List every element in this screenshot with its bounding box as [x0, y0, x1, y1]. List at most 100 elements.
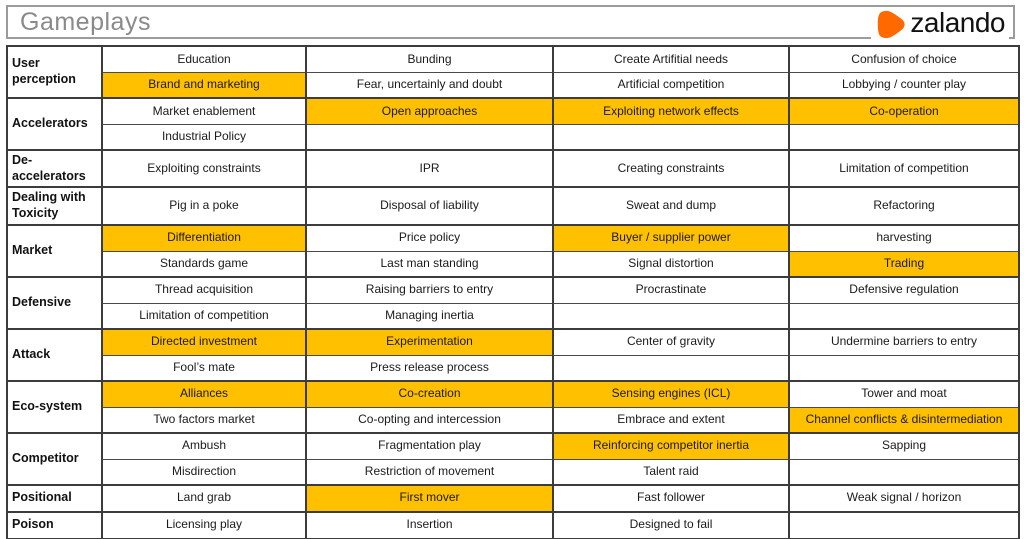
gameplay-cell: Misdirection — [101, 458, 305, 484]
gameplay-cell: Tower and moat — [788, 381, 1018, 407]
gameplay-cell: Standards game — [101, 250, 305, 276]
gameplay-cell: Designed to fail — [552, 512, 788, 538]
category-group: Poison Licensing play Insertion Designed to… — [8, 510, 1018, 538]
gameplay-cell: Press release process — [305, 354, 552, 380]
gameplay-cell — [788, 512, 1018, 538]
gameplay-cell: Thread acquisition — [101, 277, 305, 303]
zalando-play-icon — [878, 10, 905, 38]
gameplay-cell: Undermine barriers to entry — [788, 329, 1018, 355]
category-label: Eco-system — [12, 398, 83, 413]
gameplay-cell: Co-creation — [305, 381, 552, 407]
gameplay-cell: Differentiation — [101, 225, 305, 251]
gameplay-cell: Creating constraints — [552, 151, 788, 187]
gameplay-cell: Last man standing — [305, 250, 552, 276]
category-group: Positional Land grab First mover Fast follo… — [8, 483, 1018, 511]
category-group: Competitor Ambush Fragmentation play Reinfo… — [8, 431, 1018, 484]
gameplay-cell: IPR — [305, 151, 552, 187]
category-label: Defensive — [12, 294, 72, 309]
gameplay-cell: Two factors market — [101, 406, 305, 432]
gameplay-cell: Experimentation — [305, 329, 552, 355]
gameplay-cell — [788, 302, 1018, 328]
category-group: Accelerators Market enablement Open approa… — [8, 97, 1018, 149]
gameplay-cell: Defensive regulation — [788, 277, 1018, 303]
gameplay-cell: Fast follower — [552, 485, 788, 511]
gameplay-cell: Lobbying / counter play — [788, 72, 1018, 97]
category-group: Attack Directed investment Experimentation… — [8, 327, 1018, 380]
gameplay-cell: Artificial competition — [552, 72, 788, 97]
gameplay-cell — [552, 354, 788, 380]
gameplay-cell: Managing inertia — [305, 302, 552, 328]
gameplay-cell: Fear, uncertainly and doubt — [305, 72, 552, 97]
gameplay-cell: Sweat and dump — [552, 188, 788, 224]
gameplay-cell: Raising barriers to entry — [305, 277, 552, 303]
gameplay-cell: Licensing play — [101, 512, 305, 538]
category-label: Dealing with Toxicity — [12, 190, 86, 220]
gameplay-cell: Pig in a poke — [101, 188, 305, 224]
gameplay-cell — [788, 124, 1018, 149]
category-group: Defensive Thread acquisition Raising barri… — [8, 275, 1018, 328]
gameplay-cell: Market enablement — [101, 99, 305, 124]
gameplay-cell: Co-opting and intercession — [305, 406, 552, 432]
category-group: De-accelerators Exploiting constraints IPR… — [8, 149, 1018, 187]
gameplay-cell: Directed investment — [101, 329, 305, 355]
gameplays-table: User perception Education Bunding Create Ar… — [6, 45, 1020, 539]
gameplay-cell: Education — [101, 47, 305, 72]
gameplay-cell: Limitation of competition — [788, 151, 1018, 187]
gameplay-cell — [552, 124, 788, 149]
gameplay-cell: Fool’s mate — [101, 354, 305, 380]
gameplay-cell: Confusion of choice — [788, 47, 1018, 72]
gameplay-cell: harvesting — [788, 225, 1018, 251]
gameplay-cell: Procrastinate — [552, 277, 788, 303]
gameplay-cell: Center of gravity — [552, 329, 788, 355]
category-label: Positional — [12, 490, 72, 505]
gameplay-cell: Create Artifitial needs — [552, 47, 788, 72]
gameplay-cell — [788, 458, 1018, 484]
gameplay-cell: Weak signal / horizon — [788, 485, 1018, 511]
gameplay-cell: Disposal of liability — [305, 188, 552, 224]
category-group: Eco-system Alliances Co-creation Sensing en… — [8, 379, 1018, 432]
gameplay-cell: Buyer / supplier power — [552, 225, 788, 251]
gameplay-cell: Fragmentation play — [305, 433, 552, 459]
gameplay-cell: Reinforcing competitor inertia — [552, 433, 788, 459]
category-label: Poison — [12, 517, 54, 532]
gameplay-cell: Sapping — [788, 433, 1018, 459]
category-label: Attack — [12, 346, 51, 361]
gameplay-cell: Limitation of competition — [101, 302, 305, 328]
gameplay-cell: Sensing engines (ICL) — [552, 381, 788, 407]
gameplay-cell: Trading — [788, 250, 1018, 276]
gameplay-cell — [552, 302, 788, 328]
category-label: User perception — [12, 56, 76, 86]
category-group: User perception Education Bunding Create Ar… — [8, 47, 1018, 97]
gameplay-cell — [788, 354, 1018, 380]
category-label: Competitor — [12, 450, 79, 465]
gameplay-cell: Restriction of movement — [305, 458, 552, 484]
gameplay-cell: Alliances — [101, 381, 305, 407]
gameplay-cell: Land grab — [101, 485, 305, 511]
zalando-logo: zalando — [871, 8, 1009, 40]
gameplay-cell: Bunding — [305, 47, 552, 72]
gameplay-cell: Brand and marketing — [101, 72, 305, 97]
page-title: Gameplays — [20, 7, 151, 36]
title-bar: Gameplays zalando — [6, 5, 1015, 40]
gameplay-cell: Refactoring — [788, 188, 1018, 224]
category-label: De-accelerators — [12, 153, 86, 183]
gameplay-cell: Open approaches — [305, 99, 552, 124]
gameplay-cell: Signal distortion — [552, 250, 788, 276]
category-group: Dealing with Toxicity Pig in a poke Dispos… — [8, 186, 1018, 224]
category-label: Accelerators — [12, 116, 88, 131]
gameplay-cell: Price policy — [305, 225, 552, 251]
category-group: Market Differentiation Price policy Buyer /… — [8, 223, 1018, 276]
gameplay-cell: Exploiting network effects — [552, 99, 788, 124]
gameplay-cell — [305, 124, 552, 149]
gameplay-cell: Exploiting constraints — [101, 151, 305, 187]
gameplay-cell: First mover — [305, 485, 552, 511]
category-label: Market — [12, 242, 53, 257]
gameplay-cell: Ambush — [101, 433, 305, 459]
zalando-wordmark: zalando — [910, 6, 1005, 38]
gameplay-cell: Co-operation — [788, 99, 1018, 124]
gameplay-cell: Embrace and extent — [552, 406, 788, 432]
gameplay-cell: Channel conflicts & disintermediation — [788, 406, 1018, 432]
gameplay-cell: Talent raid — [552, 458, 788, 484]
gameplay-cell: Insertion — [305, 512, 552, 538]
gameplay-cell: Industrial Policy — [101, 124, 305, 149]
